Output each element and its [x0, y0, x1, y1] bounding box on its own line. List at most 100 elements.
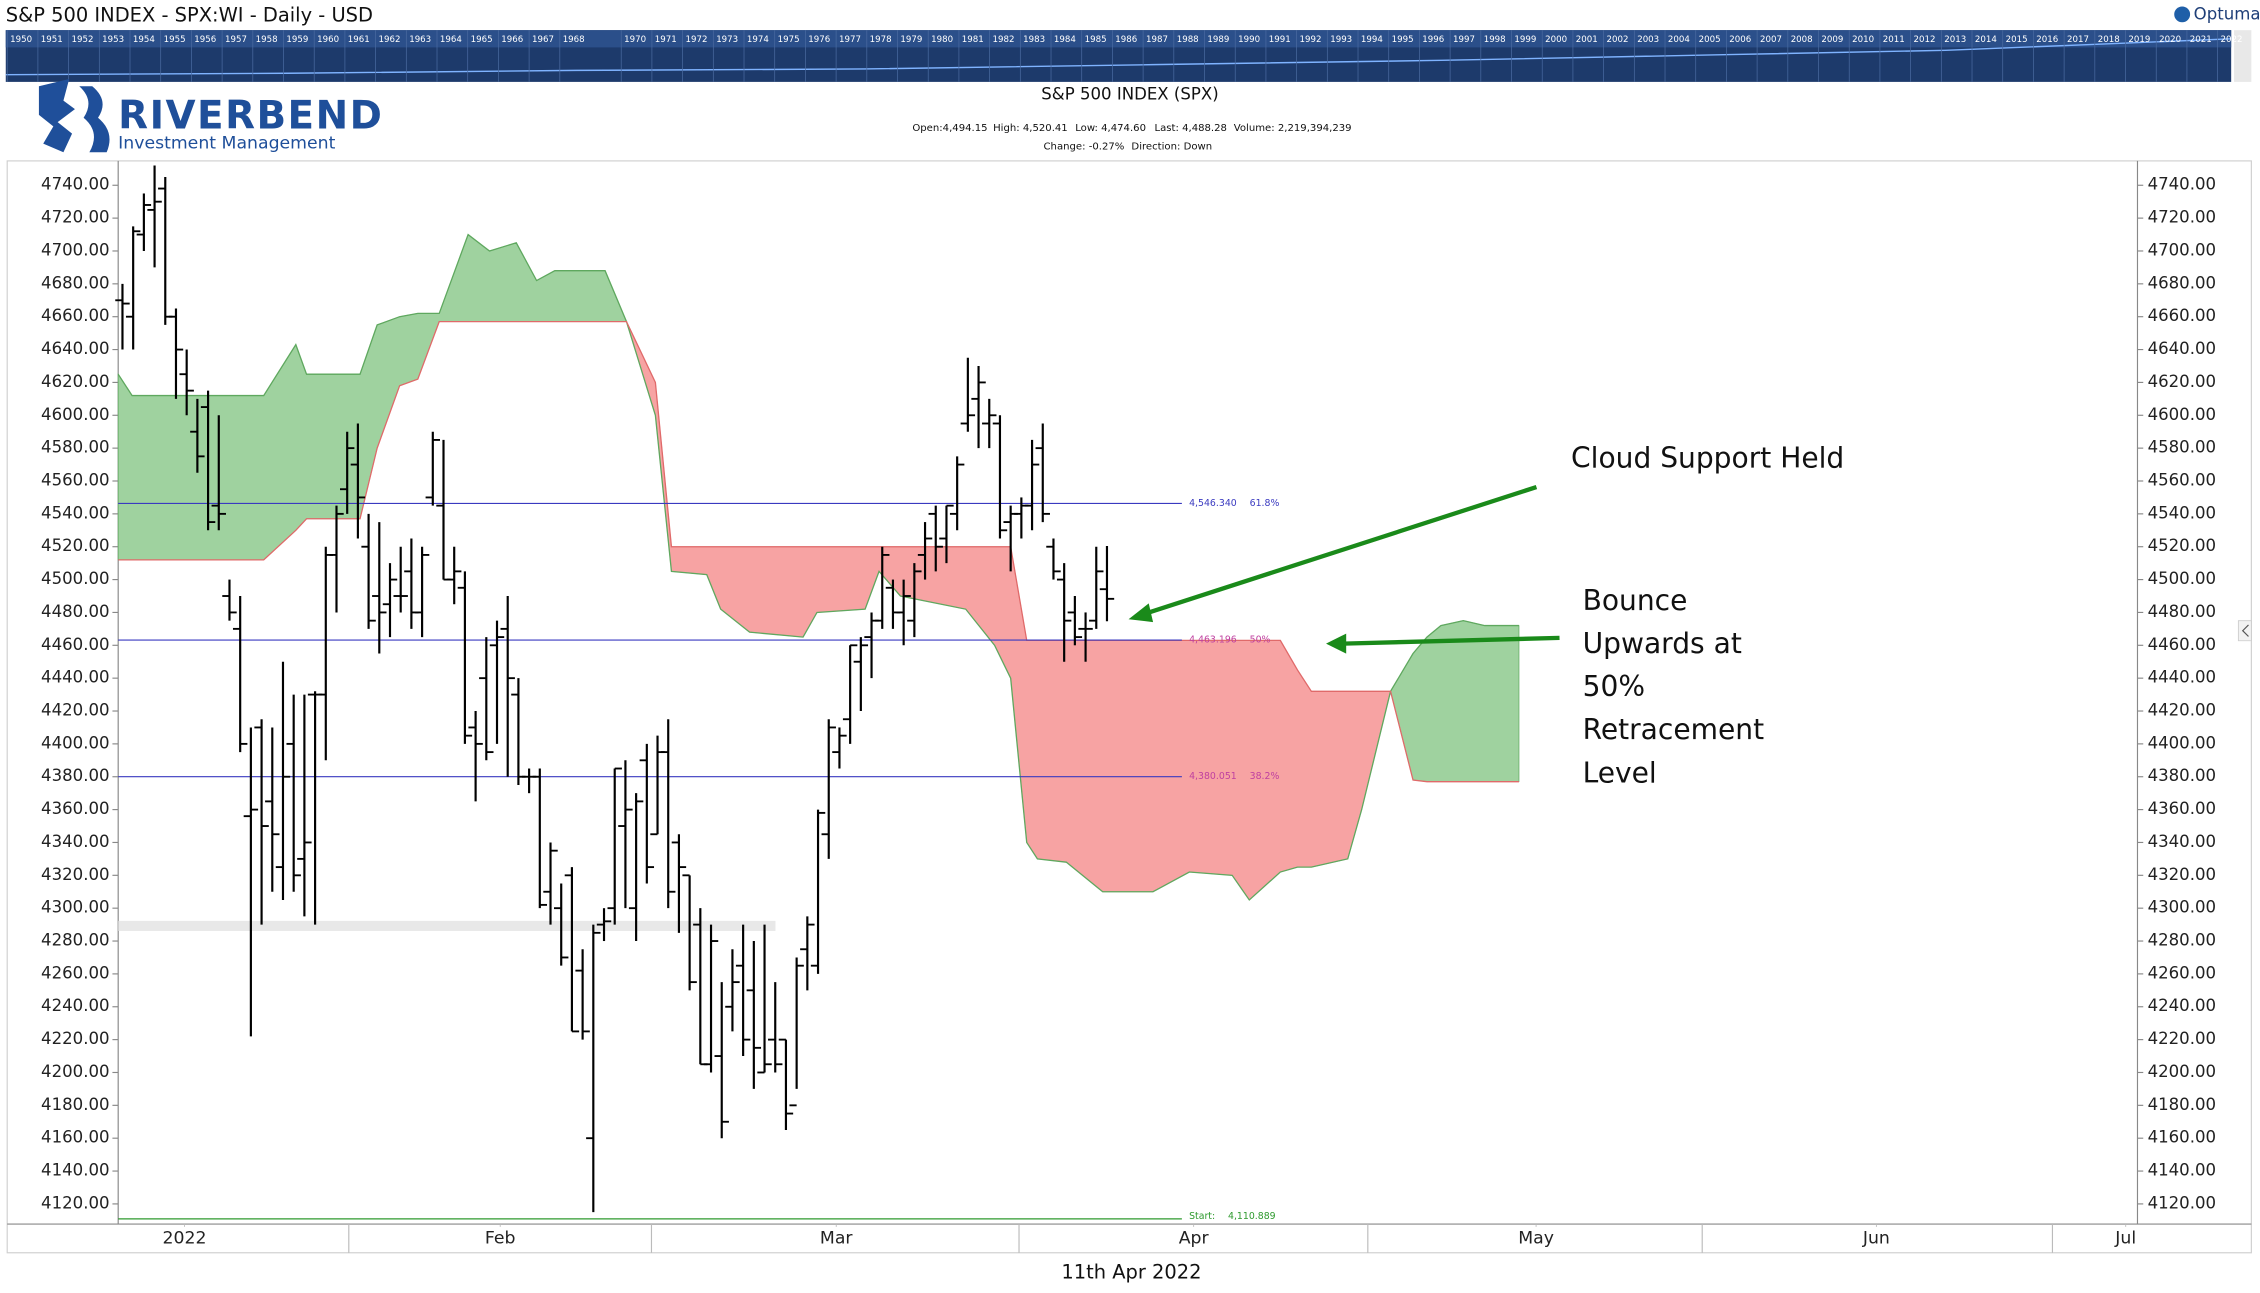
y-tick-label: 4340.00: [41, 832, 109, 851]
timeline-year: 1962: [378, 35, 400, 45]
y-tick-label-right: 4360.00: [2148, 799, 2216, 818]
timeline-year: 1997: [1453, 35, 1475, 45]
timeline-year: 1968: [563, 35, 585, 45]
timeline-year: 2019: [2128, 35, 2150, 45]
timeline-year: 1988: [1177, 35, 1199, 45]
timeline-year: 1951: [41, 35, 63, 45]
arrow-head: [1128, 603, 1154, 623]
y-tick-label: 4540.00: [41, 503, 109, 522]
timeline-year: 2014: [1975, 35, 1997, 45]
timeline-year: 1980: [931, 35, 953, 45]
annotation: Level: [1583, 756, 1657, 789]
y-tick-label-right: 4440.00: [2148, 668, 2216, 687]
y-tick-label-right: 4740.00: [2148, 175, 2216, 194]
timeline-year: 2008: [1791, 35, 1813, 45]
y-tick-label-right: 4180.00: [2148, 1095, 2216, 1114]
y-tick-label: 4740.00: [41, 175, 109, 194]
y-tick-label: 4380.00: [41, 766, 109, 785]
y-tick-label-right: 4420.00: [2148, 701, 2216, 720]
timeline-year: 1978: [870, 35, 892, 45]
logo: RIVERBEND Investment Management: [38, 79, 382, 154]
timeline-scroll[interactable]: [2234, 30, 2252, 82]
timeline-year: 2004: [1668, 35, 1690, 45]
y-tick-label: 4200.00: [41, 1062, 109, 1081]
y-tick-label: 4220.00: [41, 1029, 109, 1048]
timeline-year: 2015: [2006, 35, 2028, 45]
annotation: Retracement: [1583, 713, 1765, 746]
timeline-year: 2007: [1760, 35, 1782, 45]
level-pct: 61.8%: [1250, 498, 1280, 509]
level-label: 4,110.889: [1228, 1211, 1276, 1222]
y-tick-label: 4660.00: [41, 306, 109, 325]
timeline-year: 1984: [1054, 35, 1076, 45]
y-tick-label: 4620.00: [41, 372, 109, 391]
y-tick-label-right: 4320.00: [2148, 865, 2216, 884]
timeline-year: 1990: [1238, 35, 1260, 45]
annotation: 50%: [1583, 670, 1645, 703]
y-tick-label-right: 4540.00: [2148, 503, 2216, 522]
timeline-year: 1970: [624, 35, 646, 45]
y-tick-label: 4680.00: [41, 273, 109, 292]
y-tick-label: 4520.00: [41, 536, 109, 555]
level-pct: 50%: [1250, 635, 1271, 646]
x-tick-label: Feb: [485, 1228, 516, 1248]
timeline-year: 1991: [1269, 35, 1291, 45]
x-tick-label: Apr: [1179, 1228, 1210, 1248]
y-tick-label: 4460.00: [41, 635, 109, 654]
timeline-year: 1982: [992, 35, 1014, 45]
timeline-history-line: [5, 38, 2232, 76]
y-tick-label-right: 4700.00: [2148, 240, 2216, 259]
y-tick-label-right: 4340.00: [2148, 832, 2216, 851]
selection-band: [118, 920, 776, 931]
y-tick-label: 4700.00: [41, 240, 109, 259]
y-tick-label-right: 4480.00: [2148, 602, 2216, 621]
plot: 4120.00 4120.00 4140.00 4140.00 4160.00 4160.…: [41, 165, 2216, 1248]
timeline-year: 1985: [1085, 35, 1107, 45]
brand: Optuma: [2194, 5, 2260, 24]
arrow-shaft: [1145, 484, 1538, 616]
info: Volume: 2,219,394,239: [1234, 123, 1352, 134]
y-tick-label: 4360.00: [41, 799, 109, 818]
y-tick-label-right: 4380.00: [2148, 766, 2216, 785]
timeline-year: 2001: [1576, 35, 1598, 45]
timeline-year: 1959: [286, 35, 308, 45]
annotation: Upwards at: [1583, 627, 1742, 660]
chart-title: S&P 500 INDEX (SPX): [1041, 84, 1218, 103]
timeline-year: 2011: [1883, 35, 1905, 45]
info: Last: 4,488.28: [1155, 123, 1227, 134]
logo-tagline: Investment Management: [118, 134, 335, 154]
y-tick-label: 4320.00: [41, 865, 109, 884]
cloud-span-b: [118, 320, 1519, 783]
level-label: 4,380.051: [1189, 771, 1237, 782]
y-tick-label: 4560.00: [41, 471, 109, 490]
annotation: Cloud Support Held: [1571, 442, 1844, 475]
timeline-year: 1964: [440, 35, 462, 45]
timeline-year: 1995: [1392, 35, 1414, 45]
annotation: Bounce: [1583, 584, 1688, 617]
timeline-year: 2020: [2159, 35, 2181, 45]
timeline-year: 2012: [1914, 35, 1936, 45]
y-tick-label: 4420.00: [41, 701, 109, 720]
side-tab[interactable]: [2237, 620, 2252, 642]
y-tick-label: 4280.00: [41, 931, 109, 950]
x-tick-label: Jul: [2114, 1228, 2136, 1248]
timeline-year-row: [5, 30, 2232, 48]
timeline-year: 1987: [1146, 35, 1168, 45]
arrow-shaft: [1343, 635, 1560, 646]
y-tick-label-right: 4240.00: [2148, 996, 2216, 1015]
timeline-year: 2003: [1637, 35, 1659, 45]
level-prefix: Start:: [1189, 1211, 1215, 1222]
timeline-year: 1961: [348, 35, 370, 45]
timeline-year: 1992: [1300, 35, 1322, 45]
level-label: 4,546.340: [1189, 498, 1237, 509]
y-tick-label-right: 4220.00: [2148, 1029, 2216, 1048]
timeline-year: 1976: [808, 35, 830, 45]
x-tick-label: May: [1518, 1228, 1554, 1248]
logo-mark: [38, 79, 75, 153]
info: Low: 4,474.60: [1075, 123, 1146, 134]
y-tick-label-right: 4640.00: [2148, 339, 2216, 358]
timeline-year: 1971: [655, 35, 677, 45]
arrow-head: [1326, 633, 1347, 654]
timeline-year: 1973: [716, 35, 738, 45]
timeline-year: 1974: [747, 35, 769, 45]
